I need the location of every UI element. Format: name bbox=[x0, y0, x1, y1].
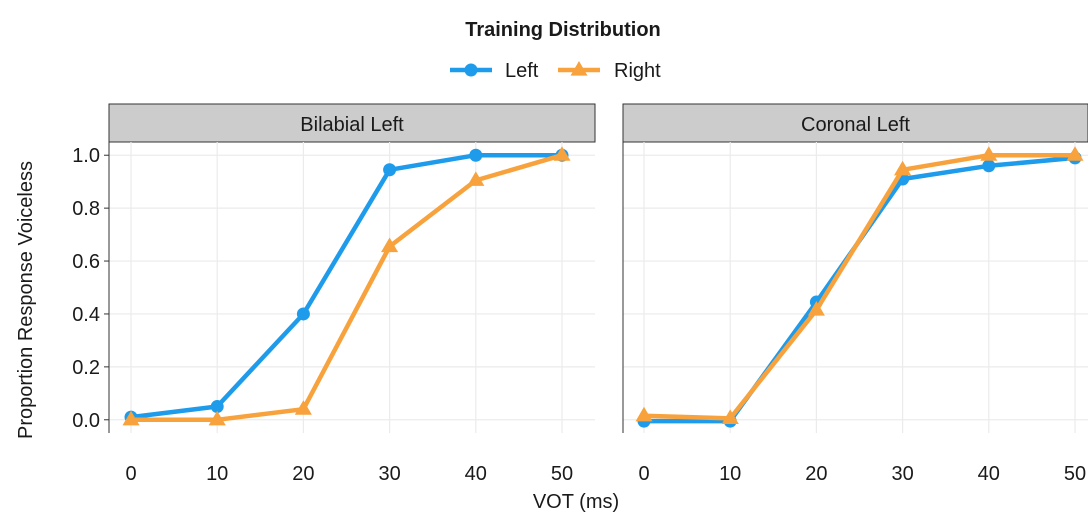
data-point-left bbox=[210, 400, 224, 414]
data-point-left bbox=[296, 307, 310, 321]
panel-strip bbox=[108, 103, 596, 143]
data-point-right bbox=[553, 146, 571, 161]
legend-marker-left bbox=[464, 63, 478, 77]
series-line-left bbox=[130, 152, 562, 420]
series-line-left bbox=[644, 155, 1076, 424]
data-point-left bbox=[982, 159, 996, 173]
data-point-right bbox=[980, 146, 998, 161]
y-tick-label: 1.0 bbox=[72, 145, 100, 167]
data-point-right bbox=[721, 409, 739, 424]
y-axis-label: Proportion Response Voiceless bbox=[15, 161, 37, 439]
x-tick-label: 40 bbox=[978, 463, 1000, 485]
x-axis-label: VOT (ms) bbox=[533, 491, 619, 513]
legend-title: Training Distribution bbox=[465, 19, 661, 41]
data-point-right bbox=[381, 237, 399, 253]
legend-marker-right bbox=[570, 61, 588, 76]
data-point-right bbox=[1066, 146, 1084, 161]
data-point-left bbox=[469, 148, 483, 162]
data-point-right bbox=[635, 406, 653, 422]
x-tick-label: 50 bbox=[551, 463, 573, 485]
panel-title: Bilabial Left bbox=[300, 114, 404, 136]
y-tick-label: 0.8 bbox=[72, 198, 100, 220]
panel-title: Coronal Left bbox=[801, 114, 910, 136]
legend-label-left: Left bbox=[505, 60, 539, 82]
data-point-right bbox=[467, 171, 485, 186]
y-tick-label: 0.6 bbox=[72, 251, 100, 273]
data-point-right bbox=[894, 160, 912, 176]
y-tick-label: 0.4 bbox=[72, 304, 100, 326]
panel-2: Coronal Left 0 10 20 30 40 50 bbox=[622, 103, 1088, 485]
series-line-right bbox=[131, 153, 563, 423]
x-tick-label: 30 bbox=[378, 463, 400, 485]
x-tick-label: 30 bbox=[891, 463, 913, 485]
chart-panels: Bilabial Left 0.0 0.2 0.4 0.6 0.8 1.0 0 10 20 30 40… bbox=[72, 103, 1088, 485]
y-tick-label: 0.0 bbox=[72, 410, 100, 432]
y-tick-label: 0.2 bbox=[72, 357, 100, 379]
x-tick-label: 10 bbox=[719, 463, 741, 485]
x-tick-label: 20 bbox=[805, 463, 827, 485]
data-point-right bbox=[294, 400, 312, 415]
panel-1: Bilabial Left 0.0 0.2 0.4 0.6 0.8 1.0 0 10 20 30 40… bbox=[72, 103, 596, 485]
x-tick-label: 0 bbox=[125, 463, 136, 485]
x-tick-label: 0 bbox=[638, 463, 649, 485]
legend-label-right: Right bbox=[614, 60, 661, 82]
data-point-right bbox=[208, 410, 226, 426]
data-point-left bbox=[383, 163, 397, 177]
legend: Left Right bbox=[450, 60, 661, 82]
x-tick-label: 20 bbox=[292, 463, 314, 485]
x-tick-label: 50 bbox=[1064, 463, 1086, 485]
panel-strip bbox=[622, 103, 1088, 143]
x-tick-label: 10 bbox=[206, 463, 228, 485]
data-point-right bbox=[807, 301, 825, 316]
series-line-right bbox=[643, 152, 1075, 421]
x-tick-label: 40 bbox=[465, 463, 487, 485]
data-point-right bbox=[122, 410, 140, 426]
